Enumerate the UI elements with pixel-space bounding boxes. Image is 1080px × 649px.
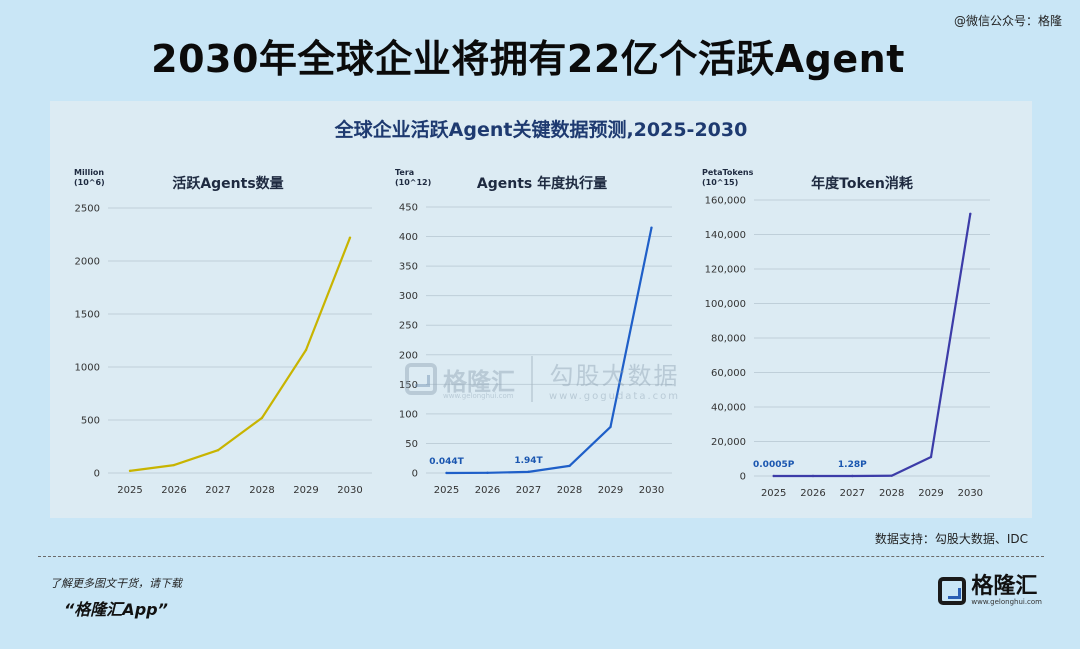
footer-note: 了解更多图文干货，请下载 xyxy=(50,577,182,590)
y-tick-label: 1500 xyxy=(75,310,100,321)
x-tick-label: 2028 xyxy=(557,485,582,496)
y-tick-label: 0 xyxy=(94,469,100,480)
y-tick-label: 250 xyxy=(399,321,418,332)
y-tick-label: 40,000 xyxy=(711,403,746,414)
x-tick-label: 2027 xyxy=(516,485,541,496)
x-tick-label: 2027 xyxy=(205,485,230,496)
watermark-logo-icon xyxy=(405,363,437,395)
data-point xyxy=(568,464,571,468)
y-tick-label: 120,000 xyxy=(705,265,746,276)
y-tick-label: 450 xyxy=(399,203,418,214)
series-line xyxy=(446,227,653,475)
y-tick-label: 20,000 xyxy=(711,437,746,448)
data-point xyxy=(486,471,489,475)
data-point xyxy=(650,226,653,229)
x-tick-label: 2029 xyxy=(293,485,318,496)
chart-title: 活跃Agents数量 xyxy=(172,175,283,192)
logo-name: 格隆汇 xyxy=(971,574,1038,599)
data-point xyxy=(348,236,352,239)
x-tick-label: 2030 xyxy=(639,485,664,496)
data-point xyxy=(216,449,220,452)
data-point xyxy=(445,471,448,475)
unit-label: PetaTokens xyxy=(702,168,754,177)
watermark-partner-name: 勾股大数据 xyxy=(549,362,680,390)
x-tick-label: 2027 xyxy=(840,488,865,499)
watermark-url: www.gelonghui.com xyxy=(443,391,514,400)
x-tick-label: 2025 xyxy=(434,485,459,496)
brand-logo: 格隆汇 www.gelonghui.com xyxy=(938,576,1042,606)
watermark-name: 格隆汇 xyxy=(443,367,515,396)
data-point xyxy=(969,212,972,215)
data-point xyxy=(128,469,132,473)
data-label: 1.28P xyxy=(838,460,867,470)
y-tick-label: 100,000 xyxy=(705,299,746,310)
y-tick-label: 300 xyxy=(399,291,418,302)
data-label: 0.0005P xyxy=(753,460,795,470)
x-tick-label: 2025 xyxy=(117,485,142,496)
y-tick-label: 150 xyxy=(399,380,418,391)
y-tick-label: 350 xyxy=(399,262,418,273)
x-tick-label: 2029 xyxy=(918,488,943,499)
data-label: 0.044T xyxy=(429,457,464,467)
data-point xyxy=(260,416,264,420)
unit-label: Million xyxy=(74,168,104,177)
y-tick-label: 2500 xyxy=(75,204,100,215)
watermark: 格隆汇 www.gelonghui.com 勾股大数据 www.gogudata… xyxy=(405,356,680,402)
y-tick-label: 50 xyxy=(405,439,418,450)
y-tick-label: 160,000 xyxy=(705,196,746,207)
x-tick-label: 2028 xyxy=(879,488,904,499)
charts-svg: Million(10^6) 活跃Agents数量05001000150020002… xyxy=(74,168,990,499)
y-tick-label: 60,000 xyxy=(711,368,746,379)
unit-label: Tera xyxy=(395,168,414,177)
chart-title: 年度Token消耗 xyxy=(811,175,913,192)
y-tick-label: 80,000 xyxy=(711,334,746,345)
y-tick-label: 0 xyxy=(740,472,746,483)
y-tick-label: 1000 xyxy=(75,363,100,374)
data-source: 数据支持：勾股大数据、IDC xyxy=(874,532,1028,546)
chart-title: Agents 年度执行量 xyxy=(477,175,607,192)
x-tick-label: 2029 xyxy=(598,485,623,496)
unit-label-scale: (10^15) xyxy=(702,178,738,187)
data-point xyxy=(890,474,893,477)
y-tick-label: 500 xyxy=(81,416,100,427)
x-tick-label: 2030 xyxy=(337,485,362,496)
footer-app-name: “格隆汇App” xyxy=(64,600,168,619)
watermark-separator xyxy=(531,356,533,402)
data-point xyxy=(929,455,933,459)
unit-label-scale: (10^6) xyxy=(74,178,105,187)
logo-url: www.gelonghui.com xyxy=(971,598,1042,606)
series-line xyxy=(773,213,972,478)
data-point xyxy=(811,474,815,478)
data-point xyxy=(304,348,308,352)
panel-title: 全球企业活跃Agent关键数据预测,2025-2030 xyxy=(334,119,748,141)
y-tick-label: 200 xyxy=(399,350,418,361)
y-tick-label: 0 xyxy=(412,469,418,480)
top-watermark: @微信公众号：格隆 xyxy=(953,14,1062,28)
data-point xyxy=(609,425,612,429)
y-tick-label: 2000 xyxy=(75,257,100,268)
x-tick-label: 2030 xyxy=(958,488,983,499)
x-tick-label: 2028 xyxy=(249,485,274,496)
data-label: 1.94T xyxy=(514,456,543,466)
logo-icon xyxy=(938,577,967,605)
page-title: 2030年全球企业将拥有22亿个活跃Agent xyxy=(151,37,905,81)
y-tick-label: 140,000 xyxy=(705,230,746,241)
data-point xyxy=(527,470,530,474)
x-tick-label: 2026 xyxy=(800,488,825,499)
data-point xyxy=(172,463,176,467)
divider xyxy=(38,556,1044,557)
series-line xyxy=(129,237,352,472)
x-tick-label: 2025 xyxy=(761,488,786,499)
x-tick-label: 2026 xyxy=(475,485,500,496)
y-tick-label: 400 xyxy=(399,232,418,243)
watermark-partner-url: www.gogudata.com xyxy=(549,391,681,402)
data-point xyxy=(851,474,854,478)
x-tick-label: 2026 xyxy=(161,485,186,496)
y-tick-label: 100 xyxy=(399,409,418,420)
unit-label-scale: (10^12) xyxy=(395,178,431,187)
chart-panel: 全球企业活跃Agent关键数据预测,2025-2030 Million (10^6… xyxy=(50,101,1032,518)
data-point xyxy=(772,474,775,478)
